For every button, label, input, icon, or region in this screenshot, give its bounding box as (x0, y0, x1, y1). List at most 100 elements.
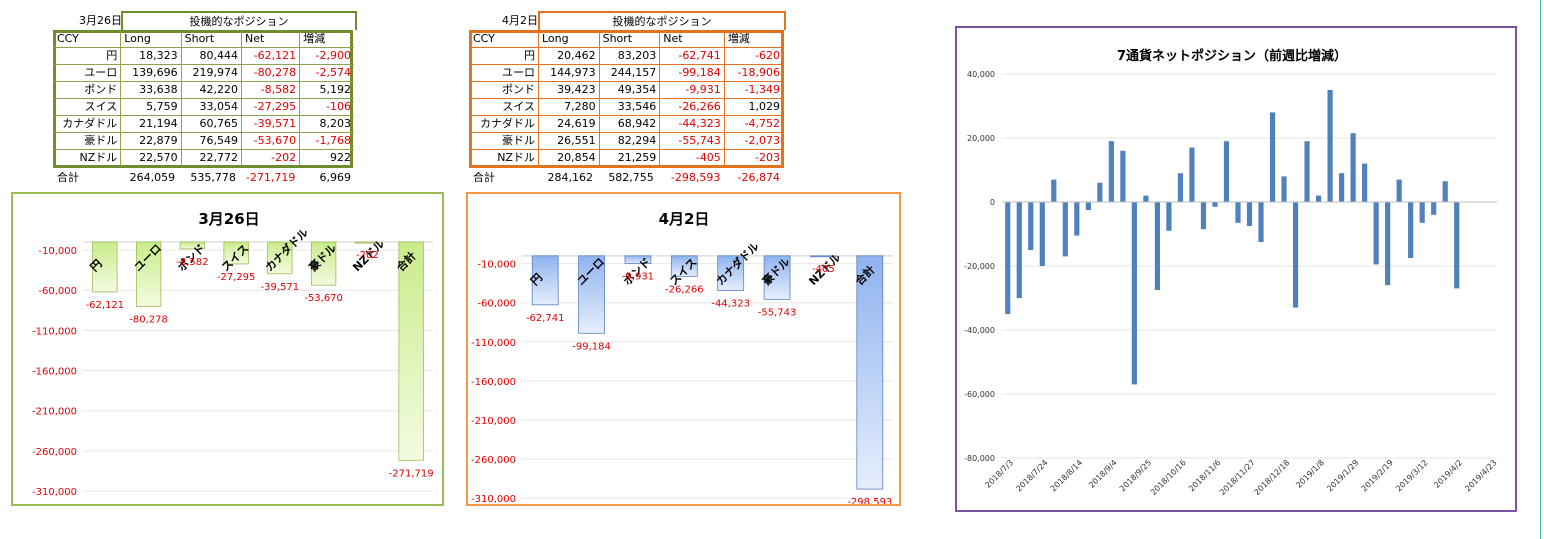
net-bar-5 (1062, 202, 1068, 257)
value-cell: -2,073 (724, 132, 783, 150)
net-bar-17 (1200, 202, 1207, 230)
data-label: -39,571 (261, 282, 300, 293)
total-value: 284,162 (547, 171, 594, 184)
x-tick-label: 2018/7/24 (1014, 458, 1049, 493)
net-bar-2 (1028, 202, 1034, 250)
net-bar-26 (1304, 141, 1310, 202)
value-cell: -2,900 (299, 47, 354, 65)
value-cell: -55,743 (659, 132, 725, 150)
table-header-row: CCY Long Short Net 増減 (54, 31, 354, 48)
value-cell: 244,157 (599, 64, 661, 82)
total-row: 合計 264,059 535,778 -271,719 6,969 (54, 170, 354, 186)
net-bar-18 (1212, 202, 1218, 207)
net-bar-28 (1327, 90, 1333, 202)
value-cell: -620 (724, 47, 783, 65)
currency-cell: スイス (470, 98, 539, 116)
bar-2 (179, 241, 206, 250)
total-value: -271,719 (245, 171, 296, 184)
data-label: -405 (812, 264, 835, 275)
net-bar-21 (1246, 202, 1253, 226)
net-bar-4 (1051, 179, 1057, 202)
value-cell: 83,203 (599, 47, 661, 65)
x-tick-label: 2018/12/18 (1252, 458, 1291, 497)
net-bar-39 (1454, 202, 1460, 289)
total-label: 合計 (473, 171, 495, 184)
table-a-title: 投機的なポジション (121, 11, 357, 30)
net-bar-27 (1315, 195, 1322, 202)
net-bar-12 (1143, 195, 1149, 202)
header-cell: Short (599, 31, 661, 48)
x-tick-label: 2019/4/2 (1432, 458, 1464, 490)
net-bar-22 (1258, 202, 1264, 242)
table-a: CCY Long Short Net 増減円 18,323 80,444 -62,121 -2,… (54, 31, 354, 166)
currency-cell: 豪ドル (470, 132, 539, 150)
value-cell: -62,121 (241, 47, 301, 65)
table-row: スイス 5,759 33,054 -27,295 -106 (54, 98, 354, 116)
total-value: 264,059 (129, 171, 176, 184)
value-cell: 5,759 (120, 98, 182, 116)
table-a-date: 3月26日 (79, 14, 122, 27)
y-tick-label: -60,000 (38, 286, 77, 297)
net-bar-3 (1039, 202, 1045, 266)
table-a-total-row: 合計 264,059 535,778 -271,719 6,969 (54, 170, 354, 186)
net-bar-30 (1350, 133, 1356, 202)
table-b-total-row: 合計 284,162 582,755 -298,593 -26,874 (470, 170, 783, 186)
data-label: -99,184 (572, 341, 611, 352)
value-cell: 33,638 (120, 81, 182, 99)
y-tick-label: -80,000 (964, 454, 995, 463)
table-row: NZドル 22,570 22,772 -202 922 (54, 149, 354, 166)
bar-7 (398, 241, 424, 461)
data-label: -62,741 (526, 313, 565, 324)
value-cell: -44,323 (659, 115, 725, 133)
table-b-date: 4月2日 (502, 14, 538, 27)
header-cell: Short (181, 31, 243, 48)
y-tick-label: 0 (990, 198, 995, 207)
table-b-title: 投機的なポジション (538, 11, 786, 30)
data-label: -26,266 (665, 284, 704, 295)
data-label: -44,323 (711, 298, 750, 309)
bar-3 (223, 241, 249, 265)
x-tick-label: 2019/1/29 (1325, 458, 1360, 493)
net-bar-32 (1373, 202, 1379, 265)
value-cell: 144,973 (538, 64, 600, 82)
currency-cell: ポンド (470, 81, 539, 99)
y-tick-label: -110,000 (32, 326, 77, 337)
x-tick-label: 2018/9/4 (1087, 458, 1119, 490)
value-cell: 22,570 (120, 149, 182, 166)
net-bar-14 (1166, 202, 1172, 231)
y-tick-label: -160,000 (471, 377, 516, 388)
net-bar-7 (1085, 202, 1091, 210)
value-cell: -203 (755, 151, 780, 164)
value-cell: -80,278 (241, 64, 301, 82)
header-cell: Long (120, 31, 182, 48)
data-label: -8,582 (176, 257, 208, 268)
x-tick-label: 2019/4/23 (1463, 458, 1498, 493)
value-cell: -202 (241, 149, 301, 166)
net-bar-29 (1339, 173, 1345, 202)
chart-b-svg: 4月2日 -10,000 -60,000 -110,000 -160,000 -210,0… (471, 210, 893, 508)
data-label: -271,719 (389, 468, 434, 479)
table-row: ユーロ 144,973 244,157 -99,184 -18,906 (470, 64, 783, 82)
value-cell: 33,546 (599, 98, 661, 116)
value-cell: 21,259 (599, 149, 661, 166)
value-cell: 21,194 (120, 115, 182, 133)
currency-cell: スイス (54, 98, 122, 116)
net-bar-19 (1223, 141, 1230, 202)
value-cell: -1,768 (299, 132, 354, 150)
net-bar-1 (1016, 202, 1022, 298)
bar-5 (763, 255, 791, 300)
header-cell: Net (241, 31, 301, 48)
net-bar-20 (1235, 202, 1241, 223)
value-cell: 1,029 (724, 98, 783, 116)
chart-c-panel: 7通貨ネットポジション（前週比増減） 40,000 20,000 0 -20,000 -4… (955, 26, 1517, 512)
net-bar-23 (1269, 112, 1276, 202)
right-edge-line (1540, 0, 1541, 539)
chart-c-svg: 7通貨ネットポジション（前週比増減） 40,000 20,000 0 -20,000 -4… (964, 48, 1499, 497)
net-bar-15 (1177, 173, 1184, 202)
bar-0 (92, 241, 118, 293)
x-tick-label: 2019/3/12 (1394, 458, 1429, 493)
total-label: 合計 (57, 171, 79, 184)
value-cell: 7,280 (538, 98, 600, 116)
value-cell: 24,619 (538, 115, 600, 133)
y-tick-label: -310,000 (32, 487, 77, 498)
